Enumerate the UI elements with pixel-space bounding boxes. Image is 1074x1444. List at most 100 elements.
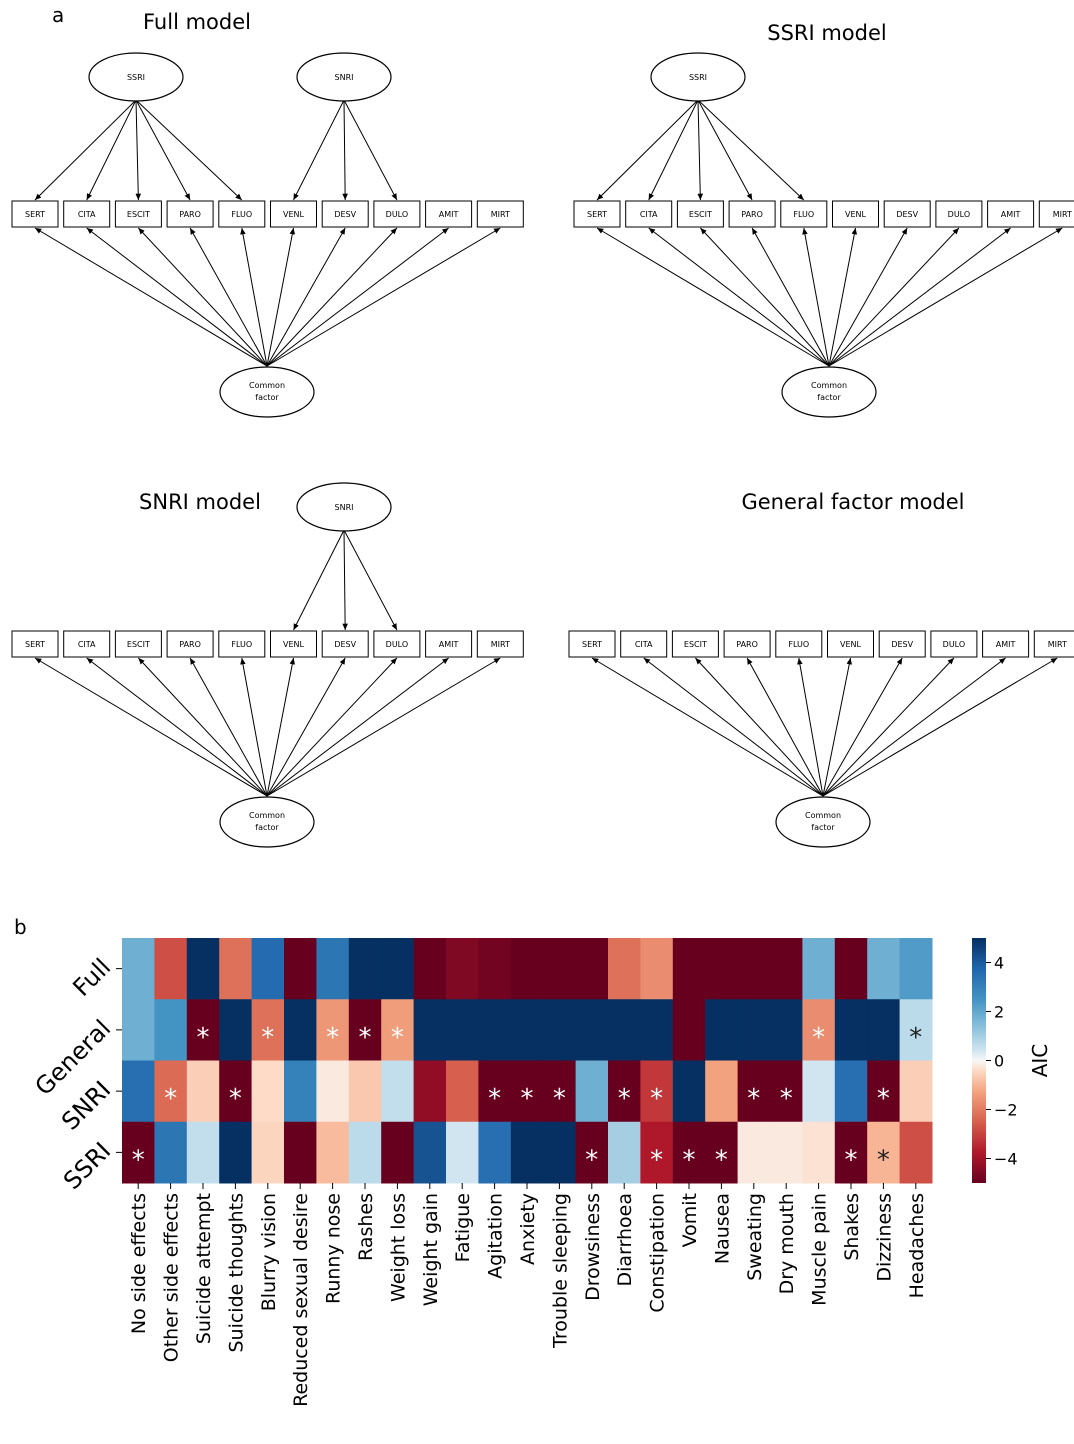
- column-label-muscle-pain: Muscle pain: [809, 1193, 831, 1306]
- common-factor-label: factor: [255, 393, 279, 402]
- indicator-box-desv: [883, 200, 931, 228]
- column-label-vomit: Vomit: [679, 1193, 701, 1247]
- heatmap-cell: [672, 1121, 706, 1184]
- heatmap-cell: [316, 999, 350, 1061]
- significance-star: *: [359, 1023, 372, 1053]
- heatmap-cell: [899, 1121, 933, 1184]
- indicator-label-dulo: DULO: [948, 210, 970, 219]
- heatmap-cell: [575, 999, 609, 1061]
- heatmap-cell: [705, 938, 739, 1000]
- indicator-box-dulo: [373, 200, 421, 228]
- heatmap-cell: [186, 999, 220, 1061]
- indicator-label-mirt: MIRT: [491, 210, 510, 219]
- heatmap-cell: [867, 999, 901, 1061]
- latent-snri-label: SNRI: [335, 503, 354, 512]
- significance-star: *: [877, 1145, 890, 1175]
- indicator-label-amit: AMIT: [439, 210, 459, 219]
- significance-star: *: [909, 1023, 922, 1053]
- loading-arrow: [266, 657, 346, 797]
- indicator-label-venl: VENL: [283, 640, 305, 649]
- indicator-label-fluo: FLUO: [231, 210, 252, 219]
- loading-arrow: [828, 227, 908, 367]
- heatmap-cell: [834, 938, 868, 1000]
- heatmap-cell: [381, 999, 415, 1061]
- loading-arrow: [189, 227, 268, 367]
- significance-star: *: [747, 1084, 760, 1114]
- indicator-label-cita: CITA: [635, 640, 653, 649]
- significance-star: *: [715, 1145, 728, 1175]
- loading-arrow: [293, 99, 345, 201]
- loading-arrow: [342, 529, 348, 631]
- common-factor-label: factor: [255, 823, 279, 832]
- loading-arrow: [596, 99, 699, 201]
- indicator-label-mirt: MIRT: [491, 640, 510, 649]
- heatmap-cell: [122, 938, 155, 1000]
- loading-arrow: [828, 227, 960, 367]
- heatmap-cell: [640, 938, 674, 1000]
- indicator-label-paro: PARO: [179, 640, 201, 649]
- column-label-runny-nose: Runny nose: [323, 1193, 345, 1304]
- heatmap-cell: [510, 999, 544, 1061]
- column-label-blurry-vision: Blurry vision: [258, 1193, 280, 1311]
- loading-arrow: [648, 227, 830, 367]
- heatmap-cell: [154, 999, 188, 1061]
- column-label-dizziness: Dizziness: [873, 1193, 895, 1282]
- indicator-label-desv: DESV: [896, 210, 918, 219]
- loading-arrow: [802, 227, 830, 367]
- significance-star: *: [391, 1023, 404, 1053]
- column-label-other-side-effects: Other side effects: [161, 1193, 183, 1362]
- latent-ssri-label: SSRI: [127, 73, 145, 82]
- indicator-label-amit: AMIT: [439, 640, 459, 649]
- column-label-suicide-attempt: Suicide attempt: [193, 1193, 215, 1344]
- heatmap-cell: [413, 1060, 447, 1123]
- loading-arrow: [828, 227, 1063, 367]
- model-title: General factor model: [741, 490, 964, 514]
- latent-ssri-ellipse: [650, 52, 746, 102]
- indicator-box-paro: [166, 630, 214, 658]
- indicator-box-amit: [425, 630, 473, 658]
- model-title: SSRI model: [767, 21, 887, 45]
- indicator-label-mirt: MIRT: [1053, 210, 1072, 219]
- significance-star: *: [132, 1145, 145, 1175]
- heatmap-cell: [899, 938, 933, 1000]
- column-label-sweating: Sweating: [744, 1193, 766, 1281]
- heatmap-cell: [672, 999, 706, 1061]
- indicator-box-dulo: [935, 200, 983, 228]
- column-label-rashes: Rashes: [355, 1193, 377, 1261]
- significance-star: *: [553, 1084, 566, 1114]
- indicator-label-sert: SERT: [25, 640, 45, 649]
- indicator-label-dulo: DULO: [386, 640, 408, 649]
- loading-arrow: [751, 227, 830, 367]
- heatmap-cell: [154, 938, 188, 1000]
- common-factor-ellipse: [781, 366, 877, 418]
- indicator-label-paro: PARO: [741, 210, 763, 219]
- indicator-box-paro: [728, 200, 776, 228]
- sem-general-model: General factor model SERT CITA ESCIT PARO FLU…: [568, 490, 1074, 848]
- indicator-box-mirt: [476, 630, 524, 658]
- heatmap-cell: [381, 1060, 415, 1123]
- indicator-box-sert: [11, 200, 59, 228]
- common-factor-label: factor: [817, 393, 841, 402]
- loading-arrow: [86, 99, 137, 201]
- indicator-box-amit: [982, 630, 1030, 658]
- heatmap-cell: [348, 938, 382, 1000]
- column-label-diarrhoea: Diarrhoea: [614, 1193, 636, 1287]
- indicator-box-paro: [166, 200, 214, 228]
- column-label-no-side-effects: No side effects: [128, 1193, 150, 1334]
- heatmap-cell: [575, 1060, 609, 1123]
- indicator-box-venl: [270, 200, 317, 228]
- significance-star: *: [683, 1145, 696, 1175]
- indicator-label-escit: ESCIT: [689, 210, 712, 219]
- loading-arrow: [266, 227, 296, 367]
- indicator-box-mirt: [476, 200, 524, 228]
- indicator-label-fluo: FLUO: [788, 640, 809, 649]
- column-label-agitation: Agitation: [485, 1193, 507, 1279]
- significance-star: *: [488, 1084, 501, 1114]
- indicator-box-desv: [878, 630, 926, 658]
- panel-b-label: b: [14, 915, 27, 939]
- indicator-box-sert: [573, 200, 621, 228]
- loading-arrow: [697, 99, 704, 201]
- indicator-box-mirt: [1038, 200, 1074, 228]
- heatmap-cell: [284, 1060, 317, 1123]
